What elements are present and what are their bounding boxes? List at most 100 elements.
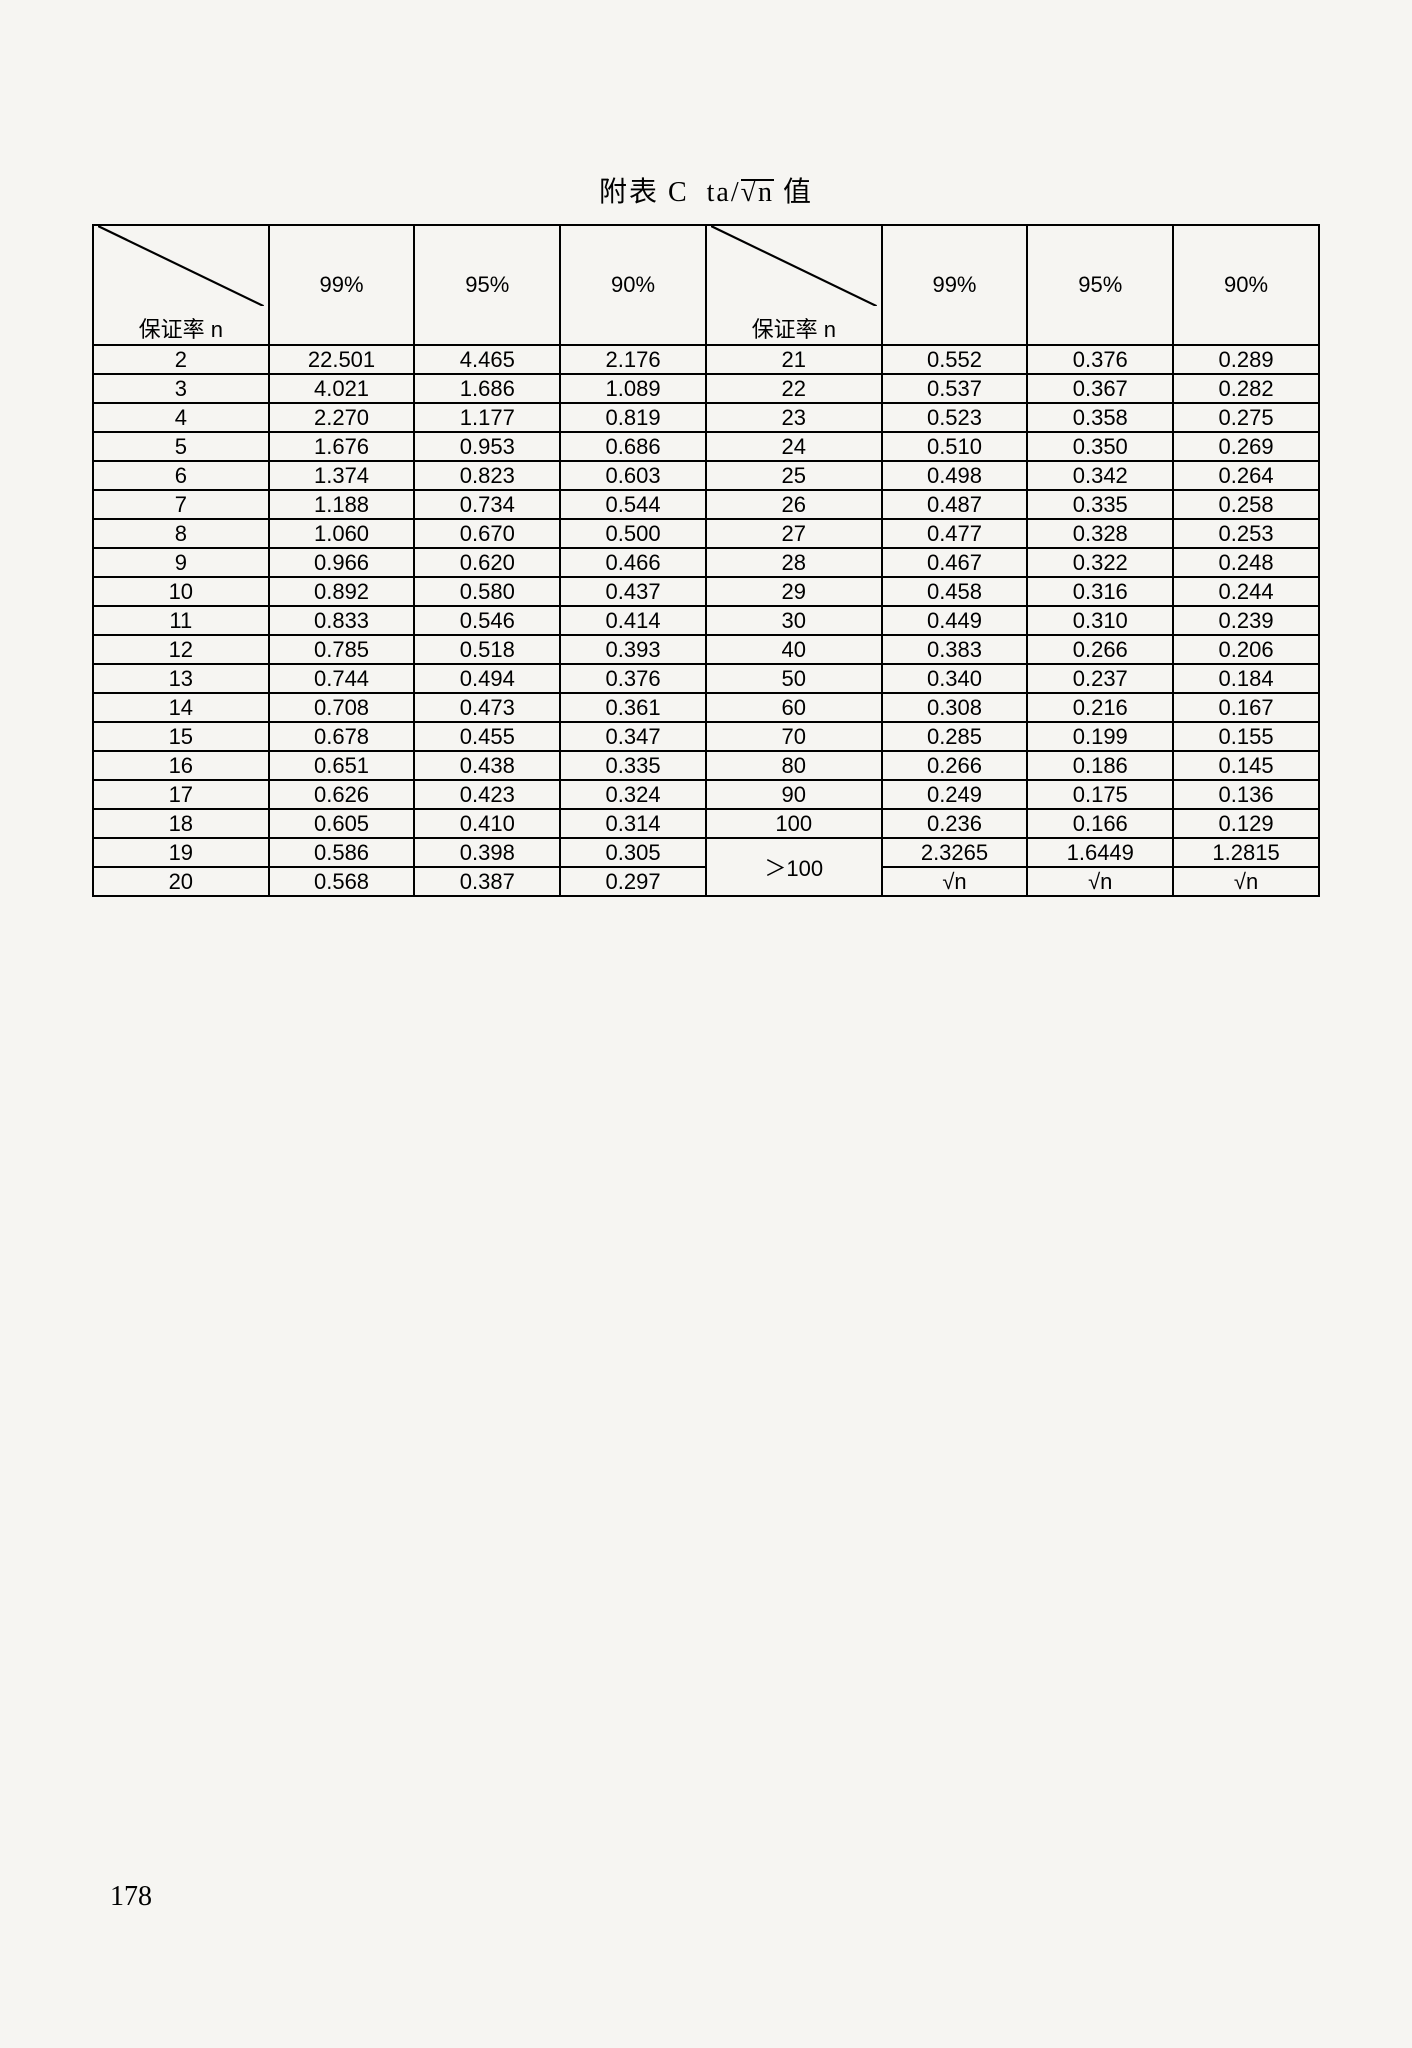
table-cell: 0.414 [560,606,706,635]
table-row: 51.6760.9530.686240.5100.3500.269 [93,432,1319,461]
table-cell: 2.176 [560,345,706,374]
table-cell: 0.358 [1027,403,1173,432]
table-row: 71.1880.7340.544260.4870.3350.258 [93,490,1319,519]
table-cell: 4.021 [269,374,415,403]
table-cell: 0.350 [1027,432,1173,461]
table-cell: 0.708 [269,693,415,722]
table-cell: 14 [93,693,269,722]
table-cell: 0.785 [269,635,415,664]
table-cell: 24 [706,432,882,461]
table-cell: 0.510 [882,432,1028,461]
table-row: 61.3740.8230.603250.4980.3420.264 [93,461,1319,490]
table-cell: 0.335 [1027,490,1173,519]
table-cell: 0.620 [414,548,560,577]
table-cell: 0.523 [882,403,1028,432]
table-cell: 0.308 [882,693,1028,722]
table-cell: 0.494 [414,664,560,693]
table-row: 90.9660.6200.466280.4670.3220.248 [93,548,1319,577]
table-row: 150.6780.4550.347700.2850.1990.155 [93,722,1319,751]
table-cell: 0.316 [1027,577,1173,606]
table-cell: 19 [93,838,269,867]
table-row: 34.0211.6861.089220.5370.3670.282 [93,374,1319,403]
header-diag-left: 保证率 n [93,225,269,345]
table-cell: 22 [706,374,882,403]
table-cell: 0.305 [560,838,706,867]
table-cell: 1.188 [269,490,415,519]
title-mid: ta/ [707,177,741,208]
table-cell: 0.314 [560,809,706,838]
table-cell: 80 [706,751,882,780]
table-cell: 0.537 [882,374,1028,403]
table-cell: 0.342 [1027,461,1173,490]
header-diag-top: 保证率 [139,317,205,342]
table-cell: 0.347 [560,722,706,751]
table-cell: 0.167 [1173,693,1319,722]
table-cell: 29 [706,577,882,606]
table-cell: √n [882,867,1028,896]
table-cell: 1.177 [414,403,560,432]
table-cell: 0.166 [1027,809,1173,838]
table-cell: 0.546 [414,606,560,635]
table-cell: 1.089 [560,374,706,403]
table-cell: 0.248 [1173,548,1319,577]
table-cell: 0.376 [1027,345,1173,374]
table-cell: 0.266 [882,751,1028,780]
table-cell: 30 [706,606,882,635]
header-col: 90% [1173,225,1319,345]
table-cell: 0.258 [1173,490,1319,519]
table-cell: 0.393 [560,635,706,664]
table-cell: 18 [93,809,269,838]
title-prefix: 附表 C [599,177,689,208]
table-cell: 0.155 [1173,722,1319,751]
header-row: 保证率 n 99% 95% 90% 保证率 n 99% 95% 90% [93,225,1319,345]
table-cell: 0.580 [414,577,560,606]
table-cell: 0.199 [1027,722,1173,751]
table-cell: 1.374 [269,461,415,490]
header-diag-bottom: n [211,317,223,342]
table-cell: 0.455 [414,722,560,751]
table-cell: 0.289 [1173,345,1319,374]
table-cell: 0.175 [1027,780,1173,809]
table-cell: 0.500 [560,519,706,548]
table-cell: 0.324 [560,780,706,809]
table-cell: 20 [93,867,269,896]
table-cell: 0.605 [269,809,415,838]
table-cell: √n [1173,867,1319,896]
table-cell: 25 [706,461,882,490]
table-cell: 0.423 [414,780,560,809]
table-cell: 3 [93,374,269,403]
table-row: 81.0600.6700.500270.4770.3280.253 [93,519,1319,548]
table-cell: 8 [93,519,269,548]
table-cell: 1.6449 [1027,838,1173,867]
table-cell: 0.340 [882,664,1028,693]
table-row: 120.7850.5180.393400.3830.2660.206 [93,635,1319,664]
table-cell: 100 [706,809,882,838]
table-cell: 0.184 [1173,664,1319,693]
table-title: 附表 C ta/√n 值 [90,170,1322,210]
header-col: 99% [882,225,1028,345]
table-row: 180.6050.4100.3141000.2360.1660.129 [93,809,1319,838]
table-cell: 28 [706,548,882,577]
table-cell: 13 [93,664,269,693]
header-diag-bottom: n [824,317,836,342]
header-col: 95% [1027,225,1173,345]
table-cell: 0.410 [414,809,560,838]
table-cell: 0.953 [414,432,560,461]
table-cell: 0.518 [414,635,560,664]
header-col: 95% [414,225,560,345]
table-cell: 0.206 [1173,635,1319,664]
table-cell: 0.651 [269,751,415,780]
table-cell: 11 [93,606,269,635]
table-cell: 60 [706,693,882,722]
table-row: 222.5014.4652.176210.5520.3760.289 [93,345,1319,374]
table-cell: 0.239 [1173,606,1319,635]
table-cell: 0.467 [882,548,1028,577]
table-cell: 26 [706,490,882,519]
table-cell: 21 [706,345,882,374]
table-cell: 0.236 [882,809,1028,838]
table-cell: 0.892 [269,577,415,606]
table-cell: 0.282 [1173,374,1319,403]
table-cell: 0.568 [269,867,415,896]
header-diag-top: 保证率 [752,317,818,342]
table-cell: 0.249 [882,780,1028,809]
